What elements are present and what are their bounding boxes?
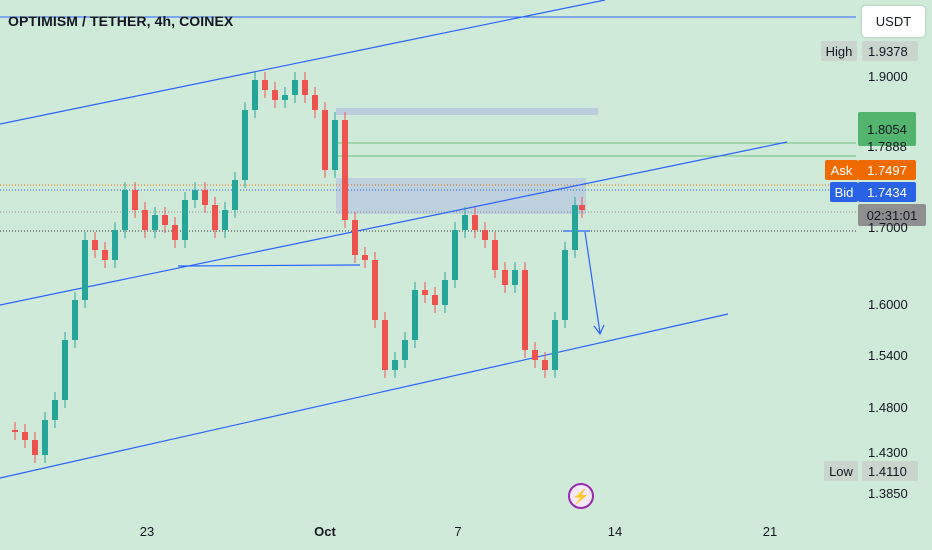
candle-body	[462, 215, 468, 230]
candle-body	[412, 290, 418, 340]
candle-body	[579, 205, 585, 210]
candle-body	[132, 190, 138, 210]
candle-body	[122, 190, 128, 230]
candle-body	[152, 215, 158, 230]
y-tick-label: 1.7000	[868, 220, 908, 235]
candle-body	[472, 215, 478, 230]
candle-countdown: 02:31:01	[858, 204, 926, 226]
candle-body	[82, 240, 88, 300]
bid-label: Bid	[830, 182, 858, 202]
candle-body	[52, 400, 58, 420]
candle-body	[192, 190, 198, 200]
candle-body	[512, 270, 518, 285]
candle-body	[182, 200, 188, 240]
candle-body	[392, 360, 398, 370]
candle-body	[292, 80, 298, 95]
high-value: 1.9378	[862, 41, 918, 61]
currency-button[interactable]: USDT	[862, 6, 925, 37]
low-value: 1.4110	[862, 461, 918, 481]
projection-arrowhead	[593, 324, 605, 336]
candle-body	[442, 280, 448, 305]
candle-body	[382, 320, 388, 370]
y-tick-label: 1.6000	[868, 297, 908, 312]
candle-body	[542, 360, 548, 370]
candle-body	[162, 215, 168, 225]
y-tick-label: 1.4800	[868, 400, 908, 415]
candle-body	[252, 80, 258, 110]
candle-body	[312, 95, 318, 110]
candle-body	[202, 190, 208, 205]
candle-body	[232, 180, 238, 210]
candle-body	[42, 420, 48, 455]
channel-upper-line	[0, 0, 606, 125]
bid-value: 1.7434	[858, 182, 916, 202]
candle-body	[422, 290, 428, 295]
channel-lower-line	[0, 313, 729, 479]
channel-mid-line	[0, 141, 788, 306]
candle-body	[342, 120, 348, 220]
candle-body	[32, 440, 38, 455]
candle-body	[402, 340, 408, 360]
candle-body	[72, 300, 78, 340]
candle-body	[492, 240, 498, 270]
x-tick-label: 14	[607, 524, 623, 539]
candle-body	[302, 80, 308, 95]
candle-body	[482, 230, 488, 240]
candle-body	[62, 340, 68, 400]
ask-label: Ask	[825, 160, 858, 180]
projection-arrow	[584, 231, 601, 334]
price-mark-2: 1.7888	[867, 138, 907, 154]
candle-body	[572, 205, 578, 250]
candle-body	[102, 250, 108, 260]
high-label: High	[821, 41, 857, 61]
flash-icon[interactable]: ⚡	[568, 483, 594, 509]
support-line	[177, 264, 361, 267]
price-mark-1: 1.8054	[858, 112, 916, 146]
candle-body	[432, 295, 438, 305]
candle-body	[532, 350, 538, 360]
supply-zone	[336, 108, 598, 115]
x-tick-label: 21	[762, 524, 778, 539]
candle-body	[502, 270, 508, 285]
candle-body	[112, 230, 118, 260]
candle-body	[12, 430, 18, 432]
x-tick-label: 7	[454, 524, 462, 539]
candle-body	[212, 205, 218, 230]
y-tick-label: 1.4300	[868, 445, 908, 460]
low-label: Low	[824, 461, 858, 481]
candle-body	[372, 260, 378, 320]
y-tick-label: 1.9000	[868, 69, 908, 84]
candle-body	[92, 240, 98, 250]
ask-value: 1.7497	[858, 160, 916, 180]
x-tick-label: 23	[139, 524, 155, 539]
candle-body	[562, 250, 568, 320]
chart-title: OPTIMISM / TETHER, 4h, COINEX	[8, 13, 234, 29]
candle-body	[522, 270, 528, 350]
candle-body	[172, 225, 178, 240]
candle-body	[272, 90, 278, 100]
candle-body	[242, 110, 248, 180]
candle-body	[142, 210, 148, 230]
candle-body	[282, 95, 288, 100]
y-tick-label: 1.5400	[868, 348, 908, 363]
y-tick-label: 1.3850	[868, 486, 908, 501]
candle-body	[552, 320, 558, 370]
candle-body	[262, 80, 268, 90]
candle-body	[362, 255, 368, 260]
candle-body	[222, 210, 228, 230]
candle-body	[22, 432, 28, 440]
x-tick-label: Oct	[314, 524, 336, 539]
resistance-zone	[336, 178, 586, 214]
candle-body	[452, 230, 458, 280]
candle-body	[352, 220, 358, 255]
candle-body	[332, 120, 338, 170]
candle-body	[322, 110, 328, 170]
